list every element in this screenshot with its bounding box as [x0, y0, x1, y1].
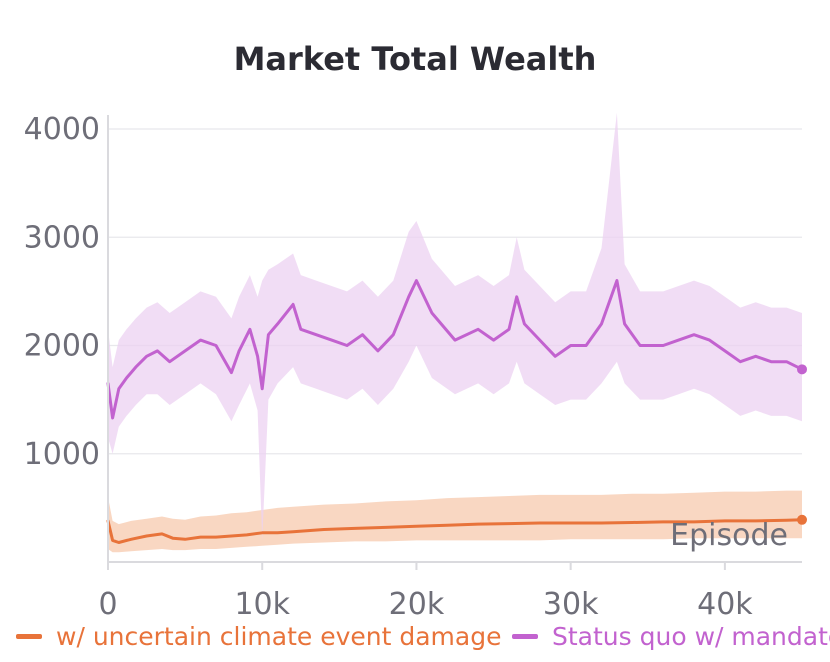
legend-label-status-quo: Status quo w/ mandate: [552, 622, 830, 651]
series-lines: [106, 279, 807, 544]
band-series-1: [108, 112, 802, 541]
x-tick-label-10000: 10k: [234, 587, 290, 622]
legend-item-status-quo[interactable]: Status quo w/ mandate: [512, 622, 830, 651]
legend-item-climate-damage[interactable]: w/ uncertain climate event damage: [16, 622, 501, 651]
y-tick-label-3000: 3000: [24, 220, 100, 255]
legend-swatch-climate-damage: [16, 634, 42, 639]
y-tick-label-4000: 4000: [24, 112, 100, 147]
endpoint-series-0: [797, 514, 807, 525]
legend-swatch-status-quo: [512, 634, 538, 639]
band-series-0: [108, 490, 802, 553]
y-tick-label-2000: 2000: [24, 329, 100, 364]
x-tick-label-30000: 30k: [543, 587, 599, 622]
chart-area: 1000 2000 3000 4000 0 10k 20k 30k 40k Episode: [24, 112, 807, 622]
x-tick-label-40000: 40k: [697, 587, 753, 622]
line-series-0: [106, 518, 804, 544]
chart-title: Market Total Wealth: [233, 40, 597, 78]
confidence-bands: [108, 112, 802, 553]
x-tick-label-20000: 20k: [389, 587, 445, 622]
endpoint-series-1: [797, 364, 807, 375]
x-tick-label-0: 0: [98, 587, 117, 622]
axes: [107, 115, 802, 570]
y-tick-label-1000: 1000: [24, 437, 100, 472]
legend: w/ uncertain climate event damage Status…: [0, 622, 830, 658]
x-axis-title: Episode: [670, 518, 788, 553]
tick-labels: 1000 2000 3000 4000 0 10k 20k 30k 40k Episode: [24, 112, 788, 622]
legend-label-climate-damage: w/ uncertain climate event damage: [56, 622, 502, 651]
line-series-1: [106, 279, 804, 420]
